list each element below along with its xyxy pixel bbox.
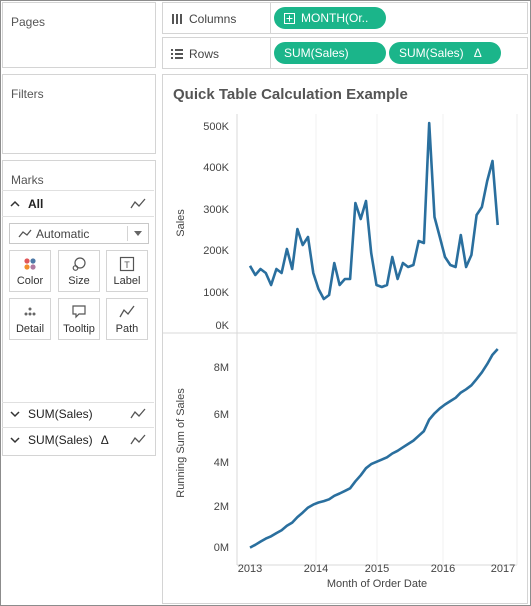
- label-button[interactable]: T Label: [106, 250, 148, 292]
- rows-pill-1-label: SUM(Sales): [284, 46, 349, 60]
- divider: [2, 427, 154, 428]
- marks-all-row[interactable]: All: [2, 193, 154, 215]
- columns-pill[interactable]: MONTH(Or..: [274, 7, 386, 29]
- view-panel: [162, 74, 528, 604]
- dropdown-arrow-divider: [127, 226, 128, 241]
- marks-title: Marks: [11, 173, 44, 187]
- rows-pill-2-label: SUM(Sales): [399, 46, 464, 60]
- path-button[interactable]: Path: [106, 298, 148, 340]
- color-button[interactable]: Color: [9, 250, 51, 292]
- label-label: Label: [113, 275, 141, 287]
- collapse-icon[interactable]: [8, 197, 22, 211]
- columns-icon: [172, 14, 182, 24]
- divider: [2, 216, 154, 217]
- size-icon: [72, 257, 86, 271]
- detail-icon: [24, 307, 36, 316]
- divider: [2, 402, 154, 403]
- size-label: Size: [68, 275, 90, 287]
- label-icon: T: [119, 256, 135, 272]
- rows-shelf-label: Rows: [171, 47, 219, 61]
- line-mark-icon: [130, 434, 146, 445]
- table-calc-delta-badge: Δ: [473, 46, 482, 60]
- divider: [2, 190, 154, 191]
- mark-type-dropdown[interactable]: Automatic: [9, 223, 149, 244]
- columns-label: Columns: [189, 12, 237, 26]
- filters-card[interactable]: Filters: [2, 74, 156, 154]
- detail-button[interactable]: Detail: [9, 298, 51, 340]
- table-calc-delta-badge: Δ: [100, 433, 109, 447]
- expand-icon[interactable]: [8, 433, 22, 447]
- marks-all-label: All: [28, 197, 44, 211]
- mark-type-value: Automatic: [36, 226, 90, 241]
- size-button[interactable]: Size: [58, 250, 100, 292]
- svg-text:T: T: [124, 260, 130, 270]
- columns-pill-label: MONTH(Or..: [301, 11, 369, 25]
- pages-card[interactable]: Pages: [2, 2, 156, 68]
- chevron-down-icon: [134, 230, 142, 236]
- color-icon: [24, 258, 36, 270]
- marks-card-sales-delta[interactable]: SUM(Sales) Δ: [2, 429, 154, 451]
- tooltip-button[interactable]: Tooltip: [58, 298, 100, 340]
- rows-pill-sales[interactable]: SUM(Sales): [274, 42, 386, 64]
- line-mark-icon: [130, 198, 146, 209]
- expand-plus-icon[interactable]: [284, 12, 295, 24]
- view-title: Quick Table Calculation Example: [173, 86, 408, 103]
- rows-pill-sales-delta[interactable]: SUM(Sales) Δ: [389, 42, 501, 64]
- rows-icon: [171, 49, 183, 59]
- marks-card-sales[interactable]: SUM(Sales): [2, 403, 154, 425]
- rows-label: Rows: [189, 47, 220, 61]
- line-mark-icon: [18, 229, 32, 237]
- detail-label: Detail: [15, 323, 45, 335]
- tooltip-label: Tooltip: [63, 323, 95, 335]
- tooltip-icon: [72, 305, 86, 319]
- expand-icon[interactable]: [8, 407, 22, 421]
- columns-shelf-label: Columns: [171, 12, 236, 26]
- path-label: Path: [115, 323, 139, 335]
- line-mark-icon: [130, 408, 146, 419]
- path-icon: [119, 305, 135, 318]
- pages-title: Pages: [11, 15, 46, 29]
- color-label: Color: [16, 275, 44, 287]
- filters-title: Filters: [11, 87, 44, 101]
- marks-card-label: SUM(Sales): [28, 407, 93, 421]
- marks-card-label: SUM(Sales): [28, 433, 93, 447]
